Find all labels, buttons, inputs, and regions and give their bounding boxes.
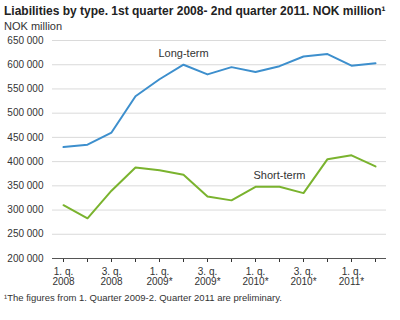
svg-text:3. q.2010*: 3. q.2010* <box>290 266 316 287</box>
html-text:¹The figures from 1. Quarter 2: ¹The figures from 1. Quarter 2009-2. Qua… <box>4 292 282 303</box>
svg-text:Long-term: Long-term <box>158 47 208 59</box>
svg-text:600 000: 600 000 <box>7 59 44 70</box>
html-text:NOK million: NOK million <box>4 20 63 32</box>
svg-text:Short-term: Short-term <box>254 169 306 181</box>
svg-text:1. q.2008: 1. q.2008 <box>52 266 75 287</box>
svg-text:300 000: 300 000 <box>7 204 44 215</box>
html-text:Liabilities by type. 1st quart: Liabilities by type. 1st quarter 2008- 2… <box>4 4 386 18</box>
svg-text:250 000: 250 000 <box>7 228 44 239</box>
svg-text:550 000: 550 000 <box>7 83 44 94</box>
svg-text:350 000: 350 000 <box>7 180 44 191</box>
svg-text:650 000: 650 000 <box>7 35 44 46</box>
svg-text:1. q.2011*: 1. q.2011* <box>339 266 365 287</box>
svg-text:3. q.2008: 3. q.2008 <box>100 266 123 287</box>
svg-text:1. q.2010*: 1. q.2010* <box>242 266 268 287</box>
svg-text:3. q.2009*: 3. q.2009* <box>194 266 220 287</box>
svg-text:1. q.2009*: 1. q.2009* <box>146 266 172 287</box>
svg-text:450 000: 450 000 <box>7 132 44 143</box>
svg-text:500 000: 500 000 <box>7 107 44 118</box>
svg-text:400 000: 400 000 <box>7 156 44 167</box>
svg-text:200 000: 200 000 <box>7 253 44 264</box>
